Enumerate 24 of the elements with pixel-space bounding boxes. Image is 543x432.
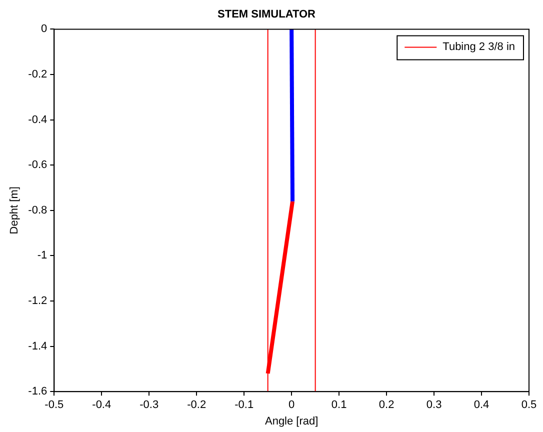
x-tick-label: 0 <box>288 399 295 412</box>
chart-title: STEM SIMULATOR <box>218 8 316 21</box>
y-tick-label: -0.6 <box>28 159 48 172</box>
x-tick-label: 0.3 <box>426 399 442 412</box>
y-tick-label: -0.8 <box>28 204 48 216</box>
legend-label: Tubing 2 3/8 in <box>442 41 516 54</box>
x-tick-label: -0.3 <box>140 399 159 412</box>
x-tick-label: -0.5 <box>44 399 64 412</box>
y-tick-label: -1.6 <box>28 386 48 398</box>
y-tick-label: 0 <box>41 23 48 36</box>
y-tick-label: -1.4 <box>28 340 48 352</box>
y-tick-label: -1 <box>37 250 48 262</box>
x-axis-title: Angle [rad] <box>264 415 318 428</box>
y-tick-label: -0.2 <box>28 68 48 81</box>
x-tick-label: 0.2 <box>378 399 394 412</box>
x-tick-label: -0.4 <box>92 399 112 412</box>
y-tick-label: -0.4 <box>28 114 48 126</box>
x-tick-label: -0.2 <box>187 399 206 412</box>
x-tick-label: -0.1 <box>234 399 254 412</box>
y-tick-label: -1.2 <box>28 295 48 308</box>
x-tick-label: 0.4 <box>474 399 490 412</box>
y-axis-title: Depht [m] <box>8 186 21 234</box>
x-tick-label: 0.1 <box>331 399 347 412</box>
x-tick-label: 0.5 <box>521 399 537 412</box>
